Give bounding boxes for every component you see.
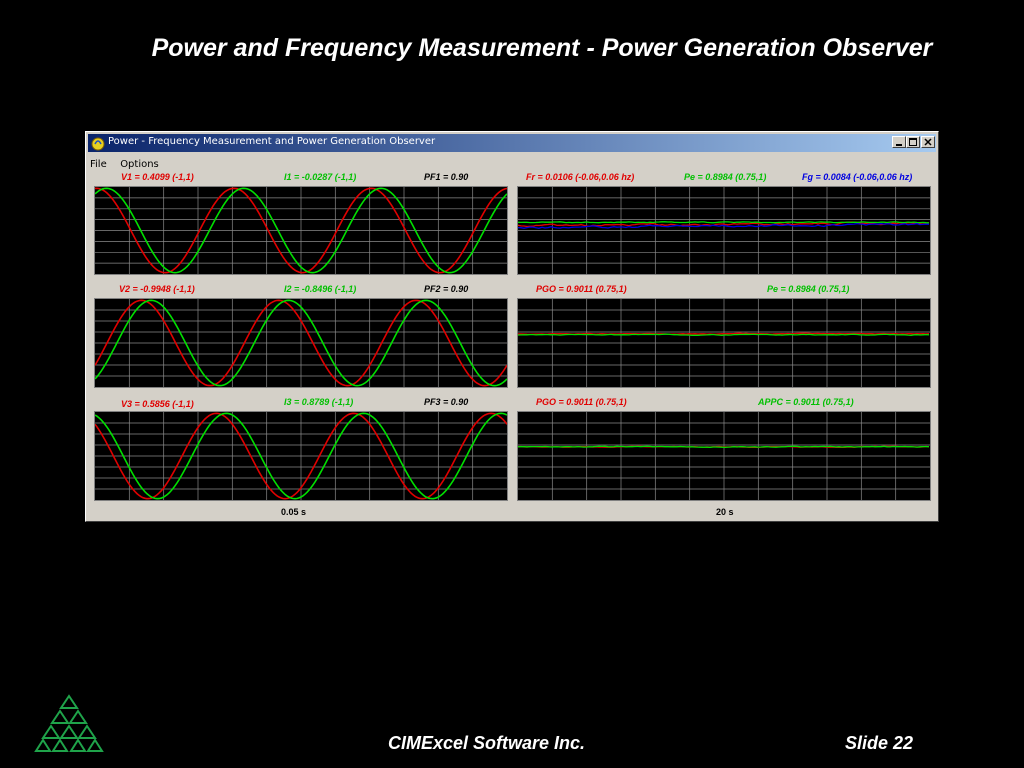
phase-3-chart (95, 412, 507, 500)
series-pgo-line (518, 332, 930, 335)
phase-1-plot (94, 186, 508, 275)
frequency-chart (518, 187, 930, 274)
series-v3-line (95, 412, 507, 500)
window-titlebar[interactable]: Power - Frequency Measurement and Power … (88, 134, 936, 152)
window-title: Power - Frequency Measurement and Power … (108, 136, 436, 147)
plot-grid (95, 187, 507, 274)
trend-time-span: 20 s (716, 507, 734, 517)
pf3-readout: PF3 = 0.90 (424, 397, 469, 407)
series-pe-line (518, 221, 930, 224)
phase-2-plot (94, 298, 508, 388)
pgo-pe-plot (517, 298, 931, 388)
series-i1-line (95, 187, 507, 274)
cimexcel-logo (34, 694, 104, 752)
minimize-button[interactable] (892, 136, 906, 148)
v1-readout: V1 = 0.4099 (-1,1) (121, 172, 194, 182)
pgo-appc-plot (517, 411, 931, 501)
pgo-readout-3: PGO = 0.9011 (0.75,1) (536, 397, 627, 407)
footer-slide-number: Slide 22 (845, 733, 914, 753)
phase-1-chart (95, 187, 507, 274)
v3-readout: V3 = 0.5856 (-1,1) (121, 399, 194, 409)
v2-readout: V2 = -0.9948 (-1,1) (119, 284, 195, 294)
pgo-appc-chart (518, 412, 930, 500)
close-icon (924, 138, 932, 146)
series-i2-line (95, 299, 507, 387)
pgo-pe-chart (518, 299, 930, 387)
plot-grid (518, 187, 930, 274)
menu-options[interactable]: Options (120, 159, 159, 170)
appc-readout: APPC = 0.9011 (0.75,1) (758, 397, 854, 407)
i2-readout: I2 = -0.8496 (-1,1) (284, 284, 357, 294)
series-i3-line (95, 412, 507, 500)
series-fg-line (518, 222, 930, 229)
pe-readout-2: Pe = 0.8984 (0.75,1) (767, 284, 850, 294)
maximize-icon (909, 138, 917, 146)
plot-grid (518, 299, 930, 387)
plot-grid (95, 299, 507, 387)
menu-file[interactable]: File (90, 159, 107, 170)
i3-readout: I3 = 0.8789 (-1,1) (284, 397, 354, 407)
i1-readout: I1 = -0.0287 (-1,1) (284, 172, 357, 182)
pf2-readout: PF2 = 0.90 (424, 284, 469, 294)
phase-3-plot (94, 411, 508, 501)
close-button[interactable] (921, 136, 935, 148)
slide-title: Power and Frequency Measurement - Power … (151, 34, 933, 62)
series-appc-line (518, 445, 930, 449)
menubar: File Options (90, 154, 168, 170)
minimize-icon (896, 144, 902, 146)
footer-company: CIMExcel Software Inc. (388, 733, 586, 753)
series-v1-line (95, 187, 507, 274)
maximize-button[interactable] (906, 136, 920, 148)
app-icon (91, 137, 105, 151)
fg-readout: Fg = 0.0084 (-0.06,0.06 hz) (802, 172, 913, 182)
pgo-readout-2: PGO = 0.9011 (0.75,1) (536, 284, 627, 294)
series-pe-line (518, 333, 930, 336)
frequency-plot (517, 186, 931, 275)
fr-readout: Fr = 0.0106 (-0.06,0.06 hz) (526, 172, 635, 182)
waveform-time-span: 0.05 s (281, 507, 307, 517)
phase-2-chart (95, 299, 507, 387)
pf1-readout: PF1 = 0.90 (424, 172, 469, 182)
plot-grid (518, 412, 930, 500)
pe-readout-1: Pe = 0.8984 (0.75,1) (684, 172, 767, 182)
app-window: Power - Frequency Measurement and Power … (85, 131, 939, 522)
series-v2-line (95, 299, 507, 387)
